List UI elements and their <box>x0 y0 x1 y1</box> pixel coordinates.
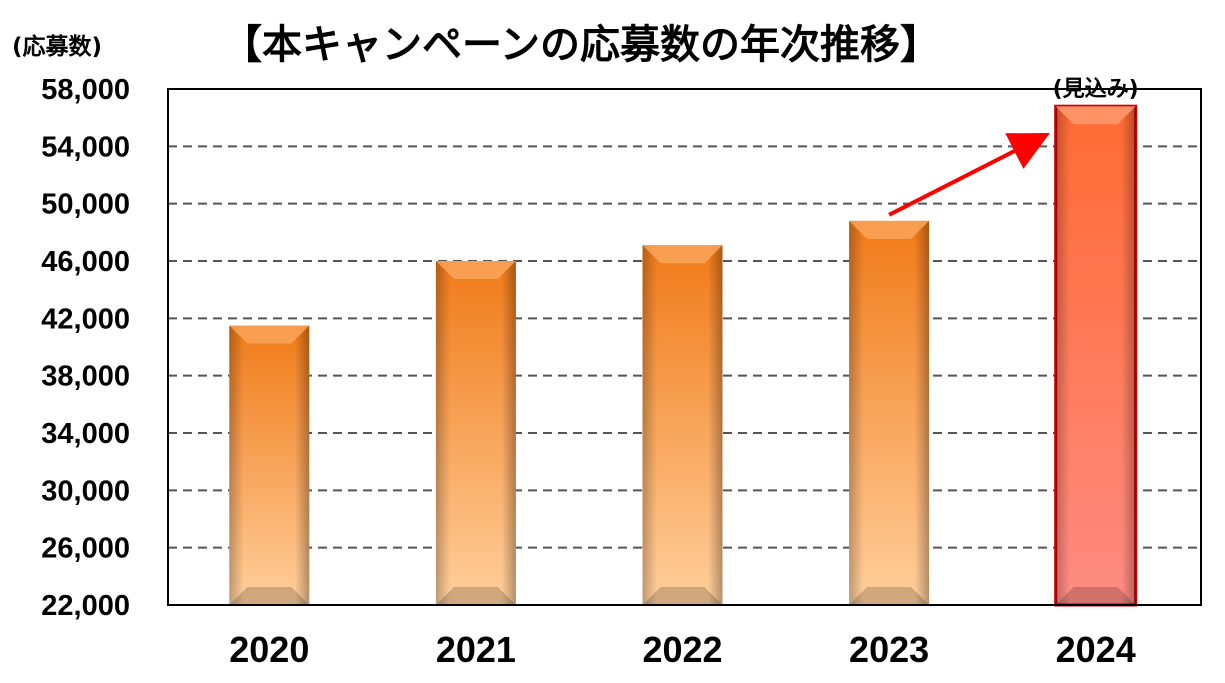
bar-top-bevel <box>1055 106 1136 125</box>
x-tick-label: 2022 <box>642 629 722 670</box>
bar-bottom-bevel <box>229 587 310 605</box>
bar-top-bevel <box>229 325 310 344</box>
y-tick-label: 30,000 <box>41 475 130 507</box>
bar-2021 <box>435 261 516 605</box>
bar-bottom-bevel <box>642 587 723 605</box>
bar-top-bevel <box>642 245 723 264</box>
y-tick-label: 54,000 <box>41 131 130 163</box>
bar-bottom-bevel <box>849 587 930 605</box>
y-tick-label: 46,000 <box>41 246 130 278</box>
bar-shading <box>435 261 516 605</box>
x-tick-label: 2021 <box>436 629 516 670</box>
y-axis-unit-label: (応募数) <box>12 33 102 60</box>
y-tick-label: 42,000 <box>41 303 130 335</box>
bars <box>229 104 1138 607</box>
bar-2022 <box>642 245 723 605</box>
bar-top-bevel <box>849 220 930 239</box>
bar-shading <box>1055 106 1136 605</box>
y-tick-label: 50,000 <box>41 189 130 221</box>
y-tick-label: 58,000 <box>41 74 130 106</box>
y-tick-label: 38,000 <box>41 361 130 393</box>
bar-shading <box>229 325 310 605</box>
bar-top-bevel <box>435 261 516 279</box>
bar-shading <box>642 245 723 605</box>
y-tick-label: 22,000 <box>41 590 130 622</box>
bar-shading <box>849 220 930 605</box>
forecast-annotation: (見込み) <box>1053 77 1139 102</box>
trend-arrow <box>888 132 1050 217</box>
y-axis-ticks: 22,000 26,000 30,000 34,000 38,000 42,000 46,0… <box>41 74 130 622</box>
y-tick-label: 26,000 <box>41 533 130 565</box>
x-axis-ticks: 2020 2021 2022 2023 2024 <box>229 629 1135 670</box>
x-tick-label: 2020 <box>229 629 309 670</box>
x-tick-label: 2024 <box>1056 629 1136 670</box>
bar-2024 <box>1054 104 1138 607</box>
x-tick-label: 2023 <box>849 629 929 670</box>
plot-area-frame <box>167 88 1202 606</box>
bar-2023 <box>849 220 930 605</box>
y-tick-label: 34,000 <box>41 418 130 450</box>
chart-title: 【本キャンペーンの応募数の年次推移】 <box>222 22 940 68</box>
bar-bottom-bevel <box>435 587 516 605</box>
bar-2020 <box>229 325 310 605</box>
bar-bottom-bevel <box>1055 587 1136 605</box>
